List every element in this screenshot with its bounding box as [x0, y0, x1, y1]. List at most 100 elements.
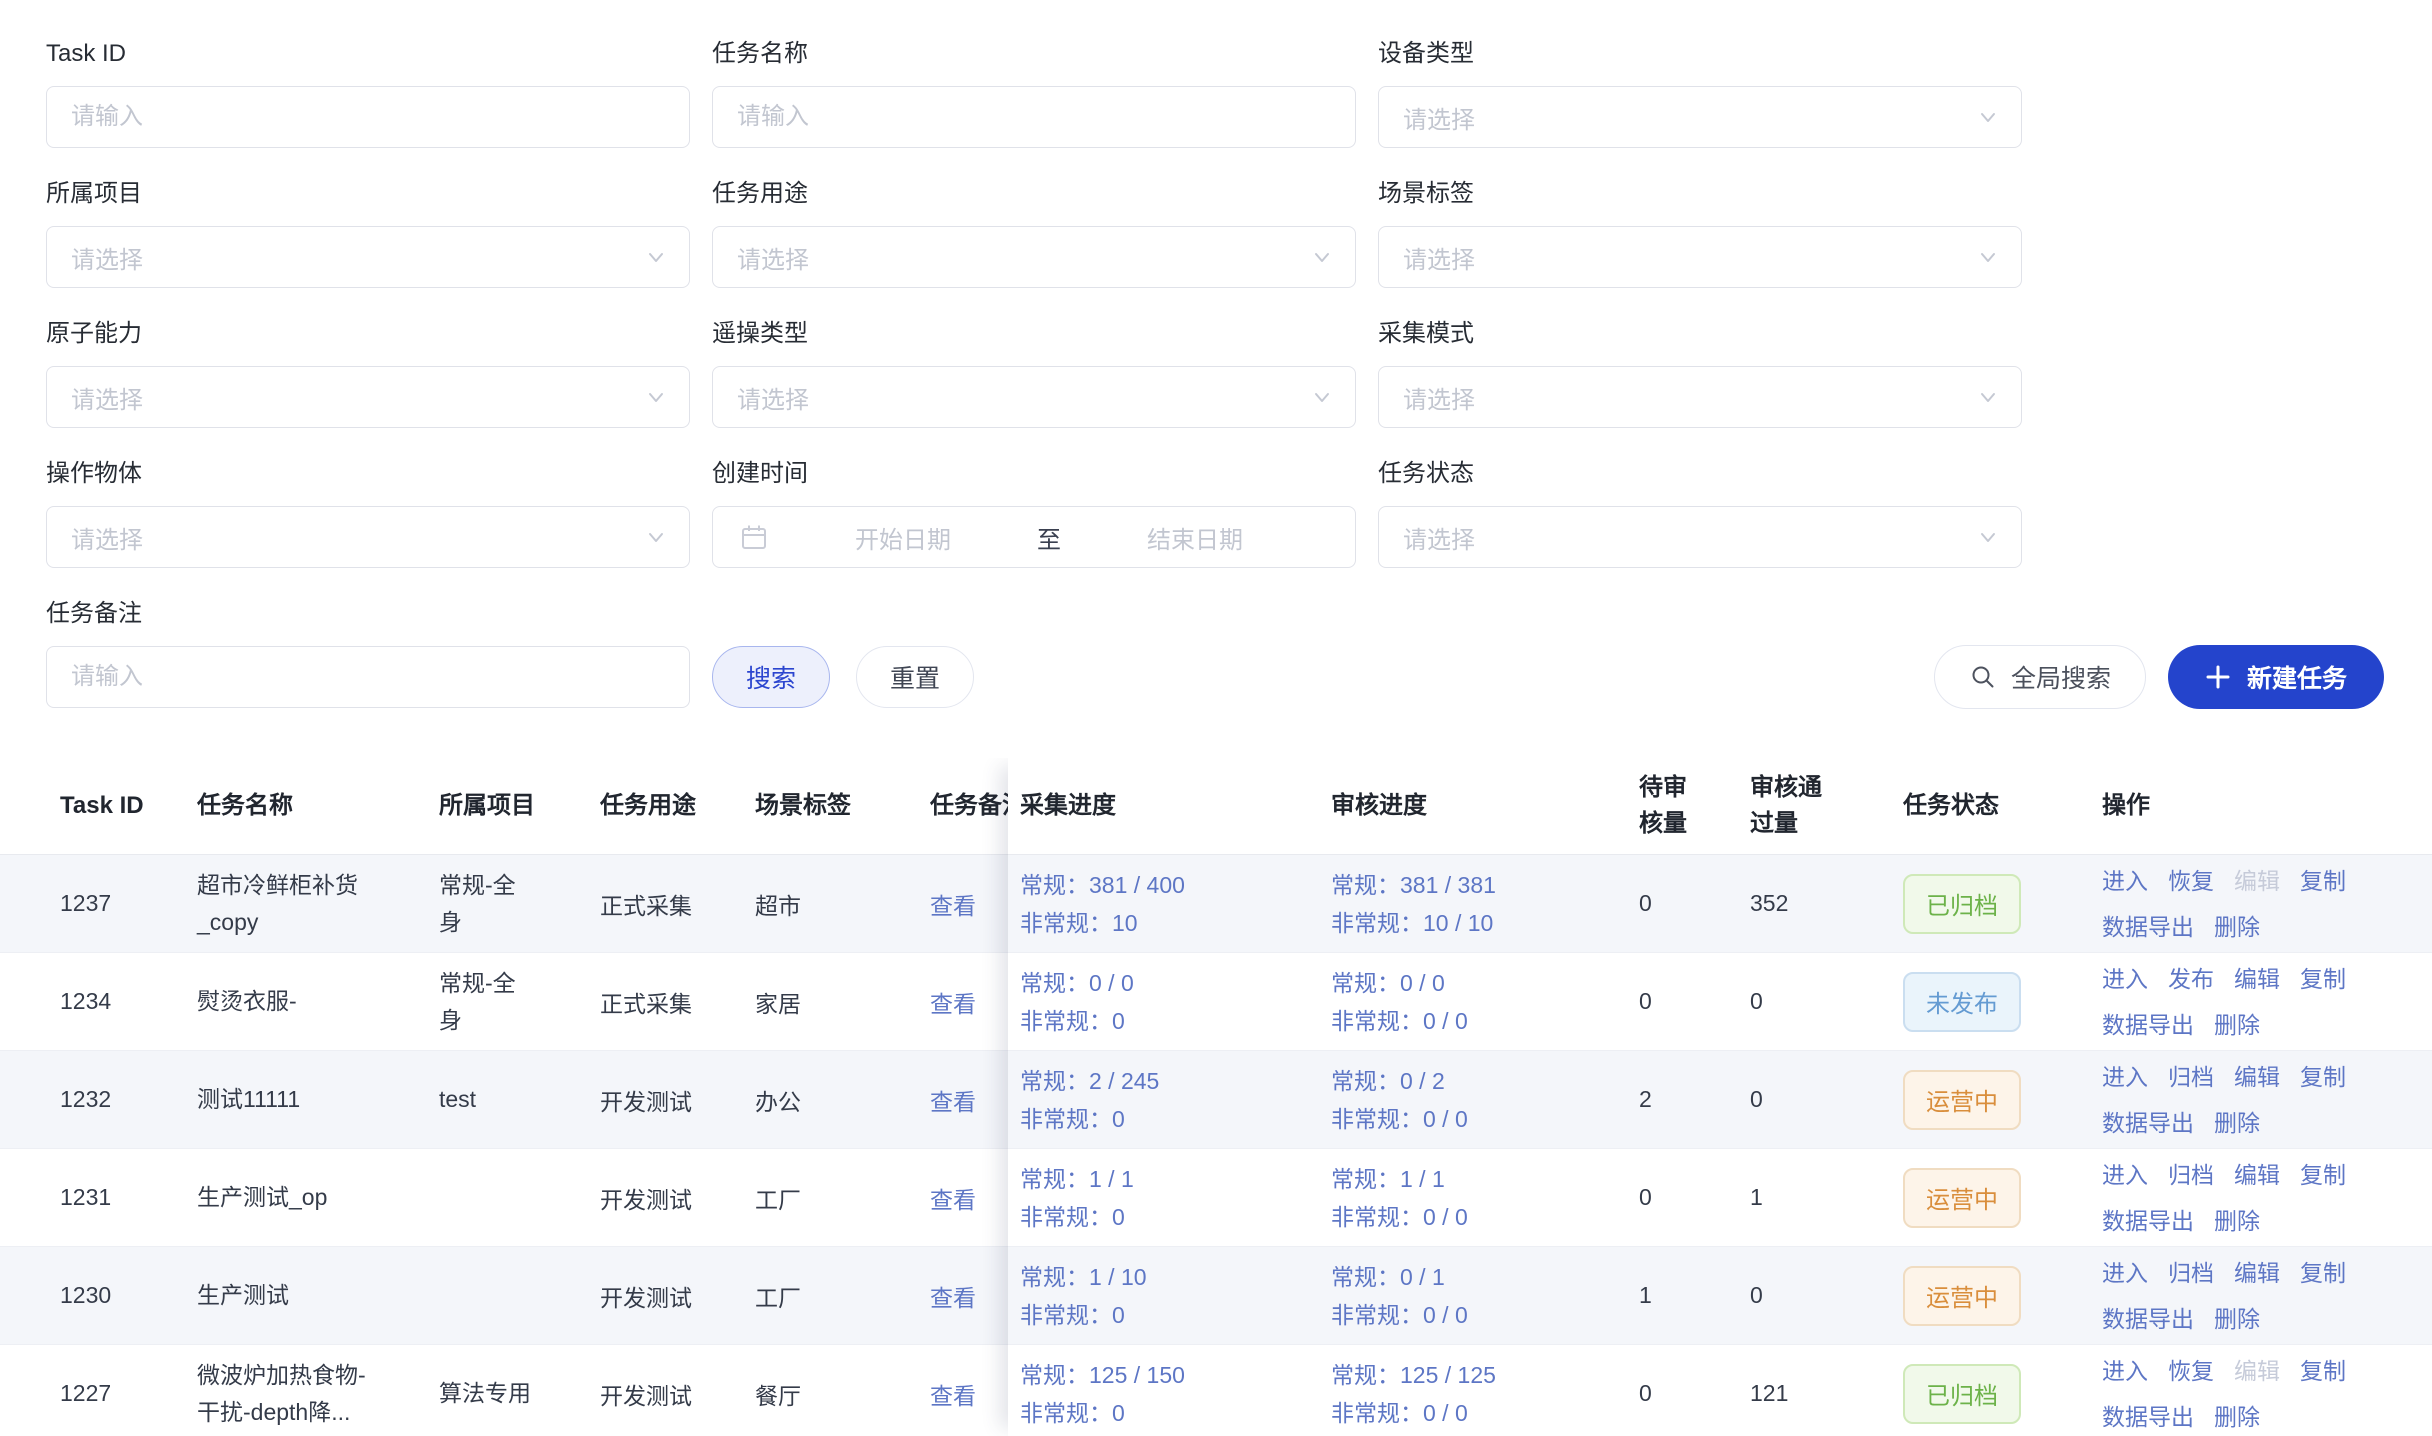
action-archive-link[interactable]: 归档: [2168, 1063, 2214, 1090]
filter-label-device-type: 设备类型: [1378, 40, 1474, 67]
action-restore-link[interactable]: 恢复: [2168, 1357, 2214, 1384]
table-row: 1227 微波炉加热食物-干扰-depth降... 算法专用 开发测试 餐厅 查…: [0, 1345, 2432, 1436]
scene-cell: 餐厅: [755, 1382, 801, 1409]
filter-field-device-type: 设备类型 请选择: [1378, 36, 2022, 148]
project-text: test: [439, 1086, 477, 1113]
note-cell: 查看: [930, 1181, 1008, 1215]
select-placeholder: 请选择: [737, 386, 809, 414]
operate-object-select[interactable]: 请选择: [46, 506, 690, 568]
action-copy-link[interactable]: 复制: [2300, 1161, 2346, 1188]
action-edit-link[interactable]: 编辑: [2234, 1161, 2280, 1188]
pending-count-cell: 0: [1639, 1184, 1652, 1210]
action-delete-link[interactable]: 删除: [2214, 1207, 2260, 1234]
collect-progress-cell: 常规：1 / 1 非常规：0: [1008, 1160, 1331, 1236]
task-name-text: 超市冷鲜柜补货_copy: [197, 871, 358, 935]
action-edit-link[interactable]: 编辑: [2234, 965, 2280, 992]
action-export-link[interactable]: 数据导出: [2102, 913, 2194, 940]
header-pending-label: 待审核量: [1639, 774, 1687, 837]
header-passed-label: 审核通过量: [1750, 774, 1822, 837]
action-delete-link[interactable]: 删除: [2214, 1109, 2260, 1136]
review-progress-cell: 常规：1 / 1 非常规：0 / 0: [1331, 1160, 1631, 1236]
action-edit-link[interactable]: 编辑: [2234, 1063, 2280, 1090]
view-note-link[interactable]: 查看: [930, 990, 976, 1017]
action-archive-link[interactable]: 归档: [2168, 1259, 2214, 1286]
action-enter-link[interactable]: 进入: [2102, 1161, 2148, 1188]
view-note-link[interactable]: 查看: [930, 1382, 976, 1409]
filter-field-task-name: 任务名称: [712, 36, 1356, 148]
action-export-link[interactable]: 数据导出: [2102, 1305, 2194, 1332]
view-note-link[interactable]: 查看: [930, 1284, 976, 1311]
task-name-input[interactable]: [712, 86, 1356, 148]
action-enter-link[interactable]: 进入: [2102, 965, 2148, 992]
new-task-button[interactable]: 新建任务: [2167, 645, 2384, 709]
action-copy-link[interactable]: 复制: [2300, 1259, 2346, 1286]
pending-count-cell: 1: [1639, 1282, 1652, 1308]
filter-label-teleop-type: 遥操类型: [712, 320, 808, 347]
create-time-range-picker[interactable]: 开始日期 至 结束日期: [712, 506, 1356, 568]
view-note-link[interactable]: 查看: [930, 892, 976, 919]
action-delete-link[interactable]: 删除: [2214, 1011, 2260, 1038]
action-enter-link[interactable]: 进入: [2102, 867, 2148, 894]
passed-count-cell: 0: [1750, 1282, 1763, 1308]
device-type-select[interactable]: 请选择: [1378, 86, 2022, 148]
reset-button[interactable]: 重置: [856, 646, 974, 708]
task-name-text: 生产测试: [197, 1282, 289, 1309]
status-badge: 运营中: [1903, 1265, 2021, 1326]
chevron-down-icon: [1981, 393, 1995, 402]
task-status-select[interactable]: 请选择: [1378, 506, 2022, 568]
filter-field-task-status: 任务状态 请选择: [1378, 456, 2022, 568]
filter-field-collect-mode: 采集模式 请选择: [1378, 316, 2022, 428]
task-note-input[interactable]: [46, 646, 690, 708]
status-badge: 运营中: [1903, 1069, 2021, 1130]
date-range-separator: 至: [1037, 526, 1061, 554]
chevron-down-icon: [649, 533, 663, 542]
action-edit-link[interactable]: 编辑: [2234, 1259, 2280, 1286]
project-select[interactable]: 请选择: [46, 226, 690, 288]
start-date-placeholder[interactable]: 开始日期: [855, 526, 951, 554]
review-progress-cell: 常规：0 / 0 非常规：0 / 0: [1331, 964, 1631, 1040]
project-text: 常规-全身: [439, 969, 516, 1033]
header-project: 所属项目: [439, 792, 535, 819]
action-delete-link[interactable]: 删除: [2214, 913, 2260, 940]
new-task-label: 新建任务: [2246, 665, 2347, 693]
action-enter-link[interactable]: 进入: [2102, 1063, 2148, 1090]
action-restore-link[interactable]: 恢复: [2168, 867, 2214, 894]
action-export-link[interactable]: 数据导出: [2102, 1403, 2194, 1430]
scene-tag-select[interactable]: 请选择: [1378, 226, 2022, 288]
action-enter-link[interactable]: 进入: [2102, 1357, 2148, 1384]
task-id-cell: 1237: [60, 890, 112, 916]
view-note-link[interactable]: 查看: [930, 1088, 976, 1115]
select-placeholder: 请选择: [71, 386, 143, 414]
search-button[interactable]: 搜索: [712, 646, 830, 708]
teleop-type-select[interactable]: 请选择: [712, 366, 1356, 428]
task-id-input[interactable]: [46, 86, 690, 148]
action-copy-link[interactable]: 复制: [2300, 1063, 2346, 1090]
action-publish-link[interactable]: 发布: [2168, 965, 2214, 992]
status-badge: 运营中: [1903, 1167, 2021, 1228]
purpose-select[interactable]: 请选择: [712, 226, 1356, 288]
task-id-cell: 1234: [60, 988, 112, 1014]
task-id-cell: 1230: [60, 1282, 112, 1308]
filter-field-scene-tag: 场景标签 请选择: [1378, 176, 2022, 288]
task-name-cell: 生产测试_op: [197, 1179, 439, 1216]
collect-irregular: 非常规：0: [1020, 1399, 1125, 1426]
passed-count-cell: 0: [1750, 988, 1763, 1014]
action-enter-link[interactable]: 进入: [2102, 1259, 2148, 1286]
view-note-link[interactable]: 查看: [930, 1186, 976, 1213]
action-export-link[interactable]: 数据导出: [2102, 1207, 2194, 1234]
action-export-link[interactable]: 数据导出: [2102, 1109, 2194, 1136]
action-delete-link[interactable]: 删除: [2214, 1403, 2260, 1430]
action-copy-link[interactable]: 复制: [2300, 965, 2346, 992]
collect-mode-select[interactable]: 请选择: [1378, 366, 2022, 428]
action-copy-link[interactable]: 复制: [2300, 1357, 2346, 1384]
action-copy-link[interactable]: 复制: [2300, 867, 2346, 894]
end-date-placeholder[interactable]: 结束日期: [1147, 526, 1243, 554]
action-archive-link[interactable]: 归档: [2168, 1161, 2214, 1188]
action-export-link[interactable]: 数据导出: [2102, 1011, 2194, 1038]
global-search-button[interactable]: 全局搜索: [1933, 645, 2146, 709]
action-delete-link[interactable]: 删除: [2214, 1305, 2260, 1332]
atomic-ability-select[interactable]: 请选择: [46, 366, 690, 428]
purpose-cell: 开发测试: [600, 1088, 692, 1115]
task-id-cell: 1227: [60, 1380, 112, 1406]
table-row: 1234 熨烫衣服- 常规-全身 正式采集 家居 查看 常规：0 / 0 非常规：…: [0, 953, 2432, 1051]
